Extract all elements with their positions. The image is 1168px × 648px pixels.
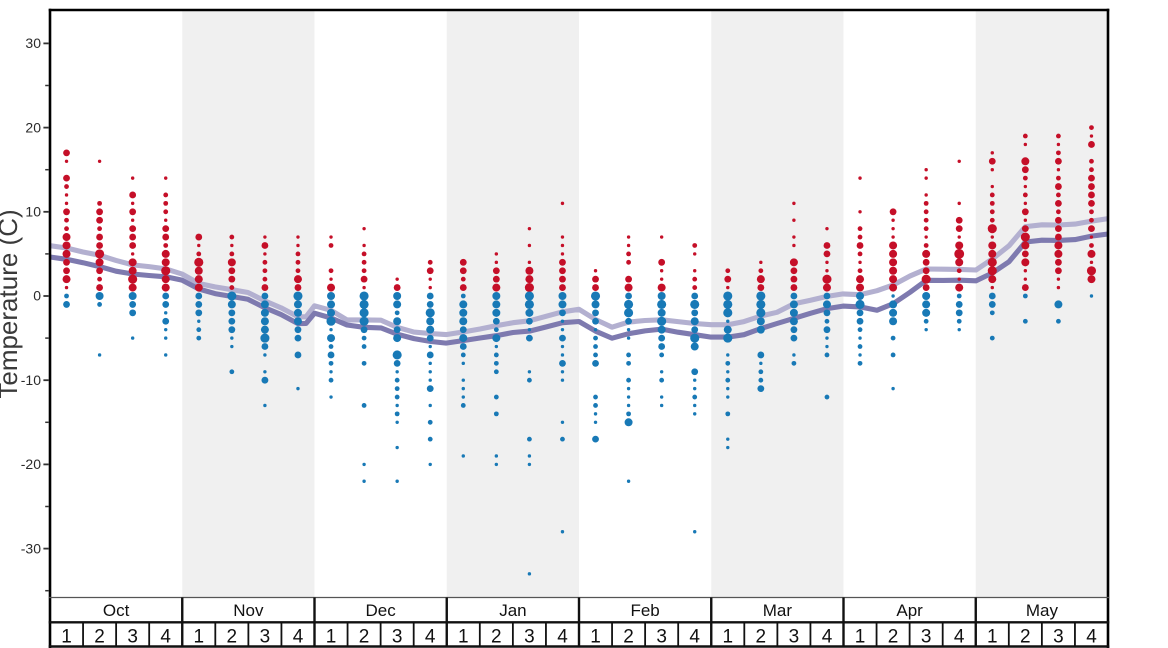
svg-text:4: 4 [425,626,436,647]
svg-text:20: 20 [25,119,41,135]
svg-text:3: 3 [1053,626,1064,647]
svg-text:4: 4 [293,626,304,647]
svg-text:10: 10 [25,204,41,220]
svg-text:4: 4 [557,626,568,647]
svg-text:2: 2 [888,626,899,647]
svg-text:4: 4 [160,626,171,647]
svg-text:2: 2 [623,626,634,647]
svg-text:2: 2 [227,626,238,647]
svg-text:3: 3 [921,626,932,647]
svg-text:1: 1 [61,626,72,647]
svg-text:Apr: Apr [896,601,923,620]
svg-text:30: 30 [25,35,41,51]
svg-text:1: 1 [723,626,734,647]
svg-text:3: 3 [789,626,800,647]
svg-text:4: 4 [822,626,833,647]
svg-text:1: 1 [458,626,469,647]
svg-text:1: 1 [326,626,337,647]
svg-text:-10: -10 [21,372,41,388]
svg-text:2: 2 [1020,626,1031,647]
svg-text:Nov: Nov [233,601,264,620]
svg-text:3: 3 [260,626,271,647]
svg-text:0: 0 [33,288,41,304]
svg-text:3: 3 [392,626,403,647]
svg-text:Oct: Oct [103,601,130,620]
svg-text:3: 3 [127,626,138,647]
svg-text:1: 1 [855,626,866,647]
svg-text:2: 2 [359,626,370,647]
svg-text:Dec: Dec [365,601,396,620]
svg-text:Feb: Feb [630,601,659,620]
svg-text:-30: -30 [21,540,41,556]
svg-text:3: 3 [524,626,535,647]
svg-text:2: 2 [756,626,767,647]
svg-text:-20: -20 [21,456,41,472]
svg-text:Jan: Jan [499,601,526,620]
svg-text:2: 2 [94,626,105,647]
svg-text:1: 1 [590,626,601,647]
svg-text:1: 1 [987,626,998,647]
svg-text:4: 4 [689,626,700,647]
svg-text:4: 4 [954,626,965,647]
svg-text:3: 3 [656,626,667,647]
svg-text:Mar: Mar [763,601,793,620]
svg-text:May: May [1026,601,1059,620]
svg-text:4: 4 [1086,626,1097,647]
svg-text:2: 2 [491,626,502,647]
svg-text:1: 1 [194,626,205,647]
svg-text:Temperature (C): Temperature (C) [0,209,23,398]
